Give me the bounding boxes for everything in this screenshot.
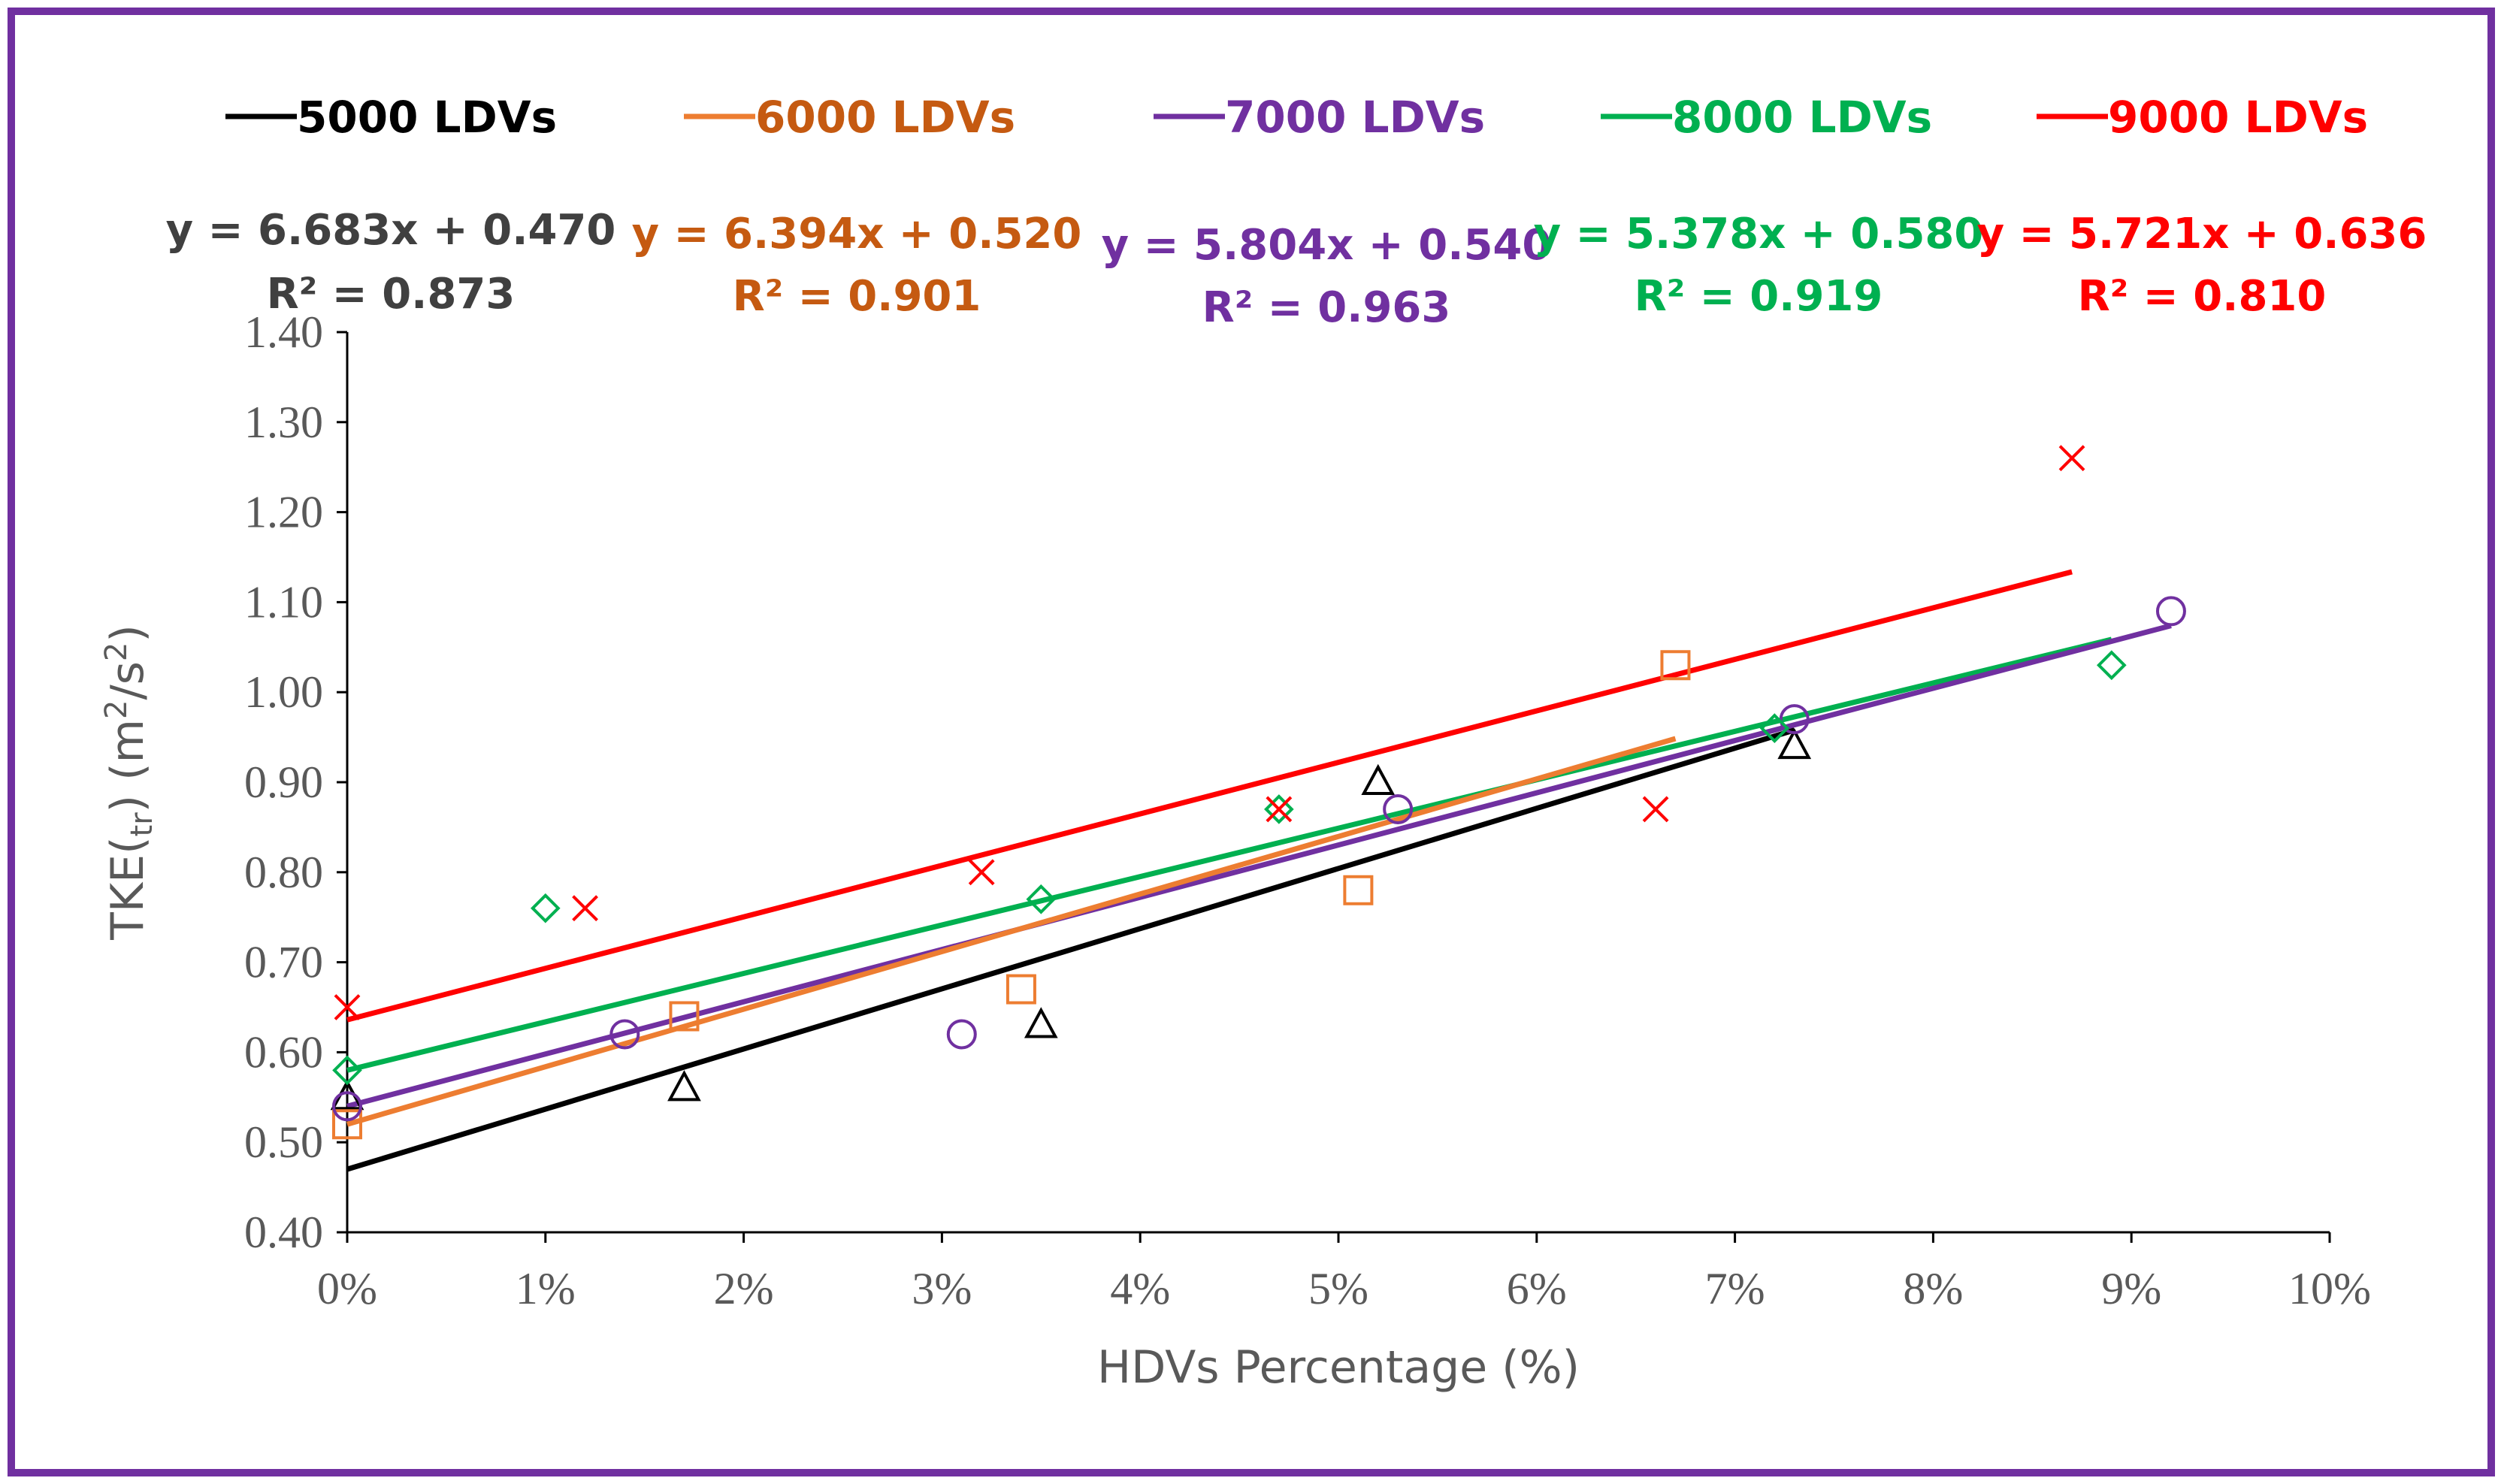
r2-label: R² = 0.810 [2078, 272, 2327, 321]
x-axis-title: HDVs Percentage (%) [1097, 1341, 1580, 1394]
data-point [332, 1109, 362, 1140]
x-tick-label: 8% [1903, 1264, 1963, 1313]
y-tick-label: 1.00 [244, 667, 323, 717]
data-point [1642, 796, 1669, 823]
y-tick-label: 0.80 [244, 848, 323, 897]
data-point [946, 1019, 977, 1050]
data-point [1266, 796, 1293, 823]
y-tick-label: 1.30 [244, 397, 323, 447]
trend-line [346, 623, 2172, 1109]
trend-line [346, 736, 1677, 1127]
x-tick-label: 3% [912, 1264, 972, 1313]
data-point [530, 893, 561, 923]
y-tick-label: 1.10 [244, 577, 323, 627]
equation-label: y = 5.378x + 0.580 [1534, 210, 1984, 258]
data-point [2058, 445, 2085, 472]
legend-label: 7000 LDVs [1225, 92, 1485, 143]
trend-line [346, 636, 2112, 1073]
legend-label: 8000 LDVs [1672, 92, 1932, 143]
data-point [2096, 650, 2127, 681]
data-point [968, 859, 995, 886]
data-point [572, 895, 598, 922]
data-point [1777, 727, 1812, 760]
data-point [1343, 875, 1374, 905]
r2-label: R² = 0.963 [1202, 283, 1451, 332]
x-tick-label: 1% [516, 1264, 576, 1313]
equation-label: y = 6.394x + 0.520 [632, 210, 1082, 258]
data-point [609, 1019, 640, 1050]
data-point [332, 1091, 362, 1122]
x-tick-label: 6% [1507, 1264, 1567, 1313]
y-tick-label: 1.20 [244, 488, 323, 537]
r2-label: R² = 0.873 [267, 270, 516, 319]
y-tick-label: 1.40 [244, 307, 323, 357]
x-tick-label: 7% [1705, 1264, 1765, 1313]
r2-label: R² = 0.919 [1635, 272, 1883, 321]
y-tick-label: 0.50 [244, 1117, 323, 1167]
equation-label: y = 6.683x + 0.470 [166, 206, 616, 255]
data-point [1006, 974, 1036, 1005]
data-point [1660, 650, 1691, 681]
data-point [669, 1001, 700, 1032]
markers [330, 445, 2186, 1140]
data-point [1383, 793, 1414, 824]
data-point [1026, 884, 1057, 914]
data-point [1024, 1007, 1058, 1038]
data-point [1264, 794, 1294, 824]
y-tick-label: 0.70 [244, 938, 323, 987]
y-tick-label: 0.60 [244, 1027, 323, 1077]
y-tick-label: 0.90 [244, 757, 323, 807]
y-tick-label: 0.40 [244, 1207, 323, 1257]
trend-line [346, 569, 2073, 1023]
equations: y = 6.683x + 0.470 R² = 0.873 y = 6.394x +… [166, 206, 2427, 332]
legend-label: 6000 LDVs [755, 92, 1015, 143]
trend-lines [346, 569, 2172, 1172]
x-tick-label: 10% [2288, 1264, 2371, 1313]
x-tick-label: 0% [317, 1264, 377, 1313]
x-tick-label: 4% [1110, 1264, 1170, 1313]
r2-label: R² = 0.901 [733, 272, 981, 321]
y-axis-title: TKE(tr) (m2/s2) [99, 624, 159, 941]
data-point [2155, 596, 2186, 627]
legend-label: 9000 LDVs [2108, 92, 2368, 143]
axes: 0% 1% 2% 3% 4% 5% 6% 7% 8% 9% 10% 0.40 0.50 0.60 0.70 0… [244, 307, 2371, 1313]
x-tick-label: 5% [1308, 1264, 1368, 1313]
equation-label: y = 5.804x + 0.540 [1102, 221, 1552, 270]
data-point [667, 1070, 701, 1102]
equation-label: y = 5.721x + 0.636 [1977, 210, 2427, 258]
x-tick-label: 9% [2101, 1264, 2161, 1313]
data-point [1361, 763, 1396, 795]
legend: 5000 LDVs 6000 LDVs 7000 LDVs 8000 LDVs 9000… [225, 92, 2368, 143]
trend-line [346, 727, 1795, 1172]
data-point [334, 994, 361, 1020]
legend-label: 5000 LDVs [297, 92, 557, 143]
data-point [1759, 713, 1790, 743]
data-point [1779, 704, 1810, 735]
x-tick-label: 2% [714, 1264, 774, 1313]
data-point [332, 1055, 362, 1086]
